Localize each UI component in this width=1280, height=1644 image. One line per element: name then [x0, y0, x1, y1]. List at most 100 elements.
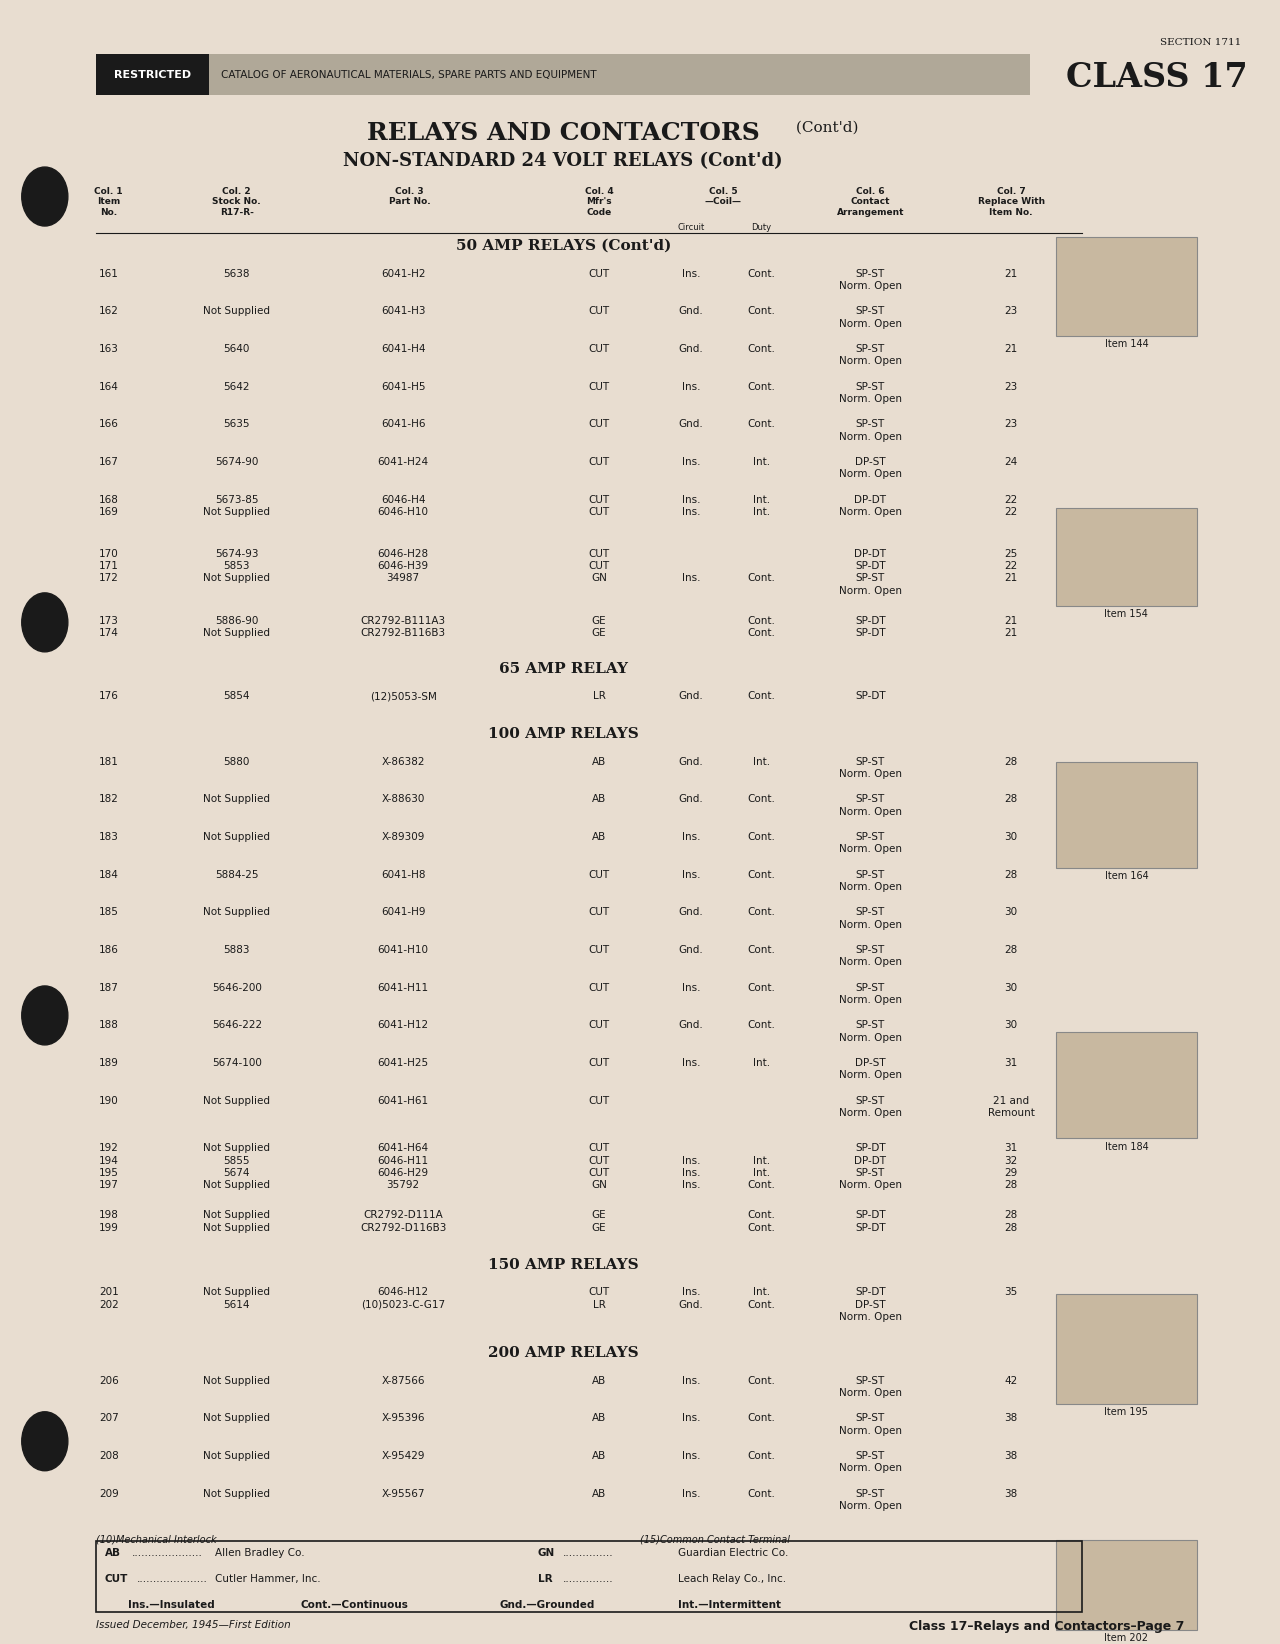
Text: 187: 187 [99, 983, 119, 993]
Text: Cont.: Cont. [748, 268, 776, 278]
Text: SP-ST
Norm. Open: SP-ST Norm. Open [838, 1489, 902, 1511]
Text: Circuit: Circuit [677, 222, 705, 232]
Text: 28: 28 [1005, 870, 1018, 880]
Text: Not Supplied: Not Supplied [204, 1489, 270, 1499]
Text: 208: 208 [99, 1452, 119, 1462]
Text: 23: 23 [1005, 306, 1018, 316]
Text: Cont.: Cont. [748, 1452, 776, 1462]
Text: DP-DT
SP-DT
SP-ST
Norm. Open: DP-DT SP-DT SP-ST Norm. Open [838, 549, 902, 595]
Text: .....................: ..................... [132, 1547, 202, 1559]
Text: Int.: Int. [753, 1059, 771, 1069]
Text: Gnd.: Gnd. [678, 344, 704, 353]
Text: NON-STANDARD 24 VOLT RELAYS (Cont'd): NON-STANDARD 24 VOLT RELAYS (Cont'd) [343, 153, 783, 171]
Text: 176: 176 [99, 690, 119, 700]
Text: 5880: 5880 [224, 756, 250, 766]
Text: Ins.: Ins. [682, 268, 700, 278]
Text: CUT: CUT [589, 306, 609, 316]
Text: 5646-222: 5646-222 [211, 1021, 262, 1031]
Text: Ins.: Ins. [682, 1414, 700, 1424]
Text: 6041-H64
6046-H11
6046-H29
35792: 6041-H64 6046-H11 6046-H29 35792 [378, 1143, 429, 1190]
Text: 5642: 5642 [224, 381, 250, 391]
Circle shape [22, 168, 68, 225]
Text: GE
GE: GE GE [591, 616, 607, 638]
Text: Gnd.: Gnd. [678, 794, 704, 804]
Text: Int.
Int.
Cont.: Int. Int. Cont. [748, 1143, 776, 1190]
Text: Guardian Electric Co.: Guardian Electric Co. [678, 1547, 788, 1559]
Text: Col. 7
Replace With
Item No.: Col. 7 Replace With Item No. [978, 187, 1044, 217]
Text: Col. 6
Contact
Arrangement: Col. 6 Contact Arrangement [837, 187, 904, 217]
Text: 6041-H4: 6041-H4 [381, 344, 425, 353]
Text: 22
22: 22 22 [1005, 495, 1018, 516]
Text: 35: 35 [1005, 1287, 1018, 1310]
Text: Ins.: Ins. [682, 1376, 700, 1386]
FancyBboxPatch shape [96, 54, 209, 95]
Text: Col. 5
—Coil—: Col. 5 —Coil— [705, 187, 741, 206]
Text: Cont.: Cont. [748, 832, 776, 842]
Text: CUT
LR: CUT LR [589, 1287, 609, 1310]
Text: 5854: 5854 [224, 690, 250, 700]
Text: Gnd.: Gnd. [678, 945, 704, 955]
Text: ...............: ............... [563, 1547, 614, 1559]
Text: Ins.: Ins. [682, 1059, 700, 1069]
Text: 5674-90: 5674-90 [215, 457, 259, 467]
Text: (Cont'd): (Cont'd) [791, 120, 859, 135]
Text: 21
21: 21 21 [1005, 616, 1018, 638]
Text: 30: 30 [1005, 832, 1018, 842]
Text: Col. 2
Stock No.
R17-R-: Col. 2 Stock No. R17-R- [212, 187, 261, 217]
Text: 6041-H9: 6041-H9 [381, 907, 425, 917]
Text: 6041-H3: 6041-H3 [381, 306, 425, 316]
Text: Not Supplied: Not Supplied [204, 794, 270, 804]
Text: Cont.: Cont. [748, 907, 776, 917]
Text: 21: 21 [1005, 268, 1018, 278]
Text: CATALOG OF AERONAUTICAL MATERIALS, SPARE PARTS AND EQUIPMENT: CATALOG OF AERONAUTICAL MATERIALS, SPARE… [221, 69, 596, 79]
Text: Ins.
Gnd.: Ins. Gnd. [678, 1287, 704, 1310]
Text: Int.: Int. [753, 457, 771, 467]
Text: SP-ST
Norm. Open: SP-ST Norm. Open [838, 870, 902, 893]
Text: 164: 164 [99, 381, 119, 391]
Text: Ins.: Ins. [682, 457, 700, 467]
Text: 30: 30 [1005, 907, 1018, 917]
Text: 201
202: 201 202 [99, 1287, 119, 1310]
Text: Ins.: Ins. [682, 1489, 700, 1499]
Text: DP-ST
Norm. Open: DP-ST Norm. Open [838, 457, 902, 480]
Text: AB: AB [591, 832, 607, 842]
Text: Cont.: Cont. [748, 1021, 776, 1031]
Text: 6041-H10: 6041-H10 [378, 945, 429, 955]
Text: 30: 30 [1005, 1021, 1018, 1031]
Text: 6041-H12: 6041-H12 [378, 1021, 429, 1031]
Text: 166: 166 [99, 419, 119, 429]
Text: LR: LR [538, 1573, 552, 1583]
Text: Ins.
Ins.
Ins.: Ins. Ins. Ins. [682, 1143, 700, 1190]
Text: 5673-85
Not Supplied: 5673-85 Not Supplied [204, 495, 270, 516]
Text: 50 AMP RELAYS (Cont'd): 50 AMP RELAYS (Cont'd) [456, 238, 671, 253]
Text: 167: 167 [99, 457, 119, 467]
Text: 163: 163 [99, 344, 119, 353]
Text: Not Supplied
5855
5674
Not Supplied: Not Supplied 5855 5674 Not Supplied [204, 1143, 270, 1190]
Text: X-95396: X-95396 [381, 1414, 425, 1424]
Text: 181: 181 [99, 756, 119, 766]
Text: 5886-90
Not Supplied: 5886-90 Not Supplied [204, 616, 270, 638]
Text: SP-ST
Norm. Open: SP-ST Norm. Open [838, 268, 902, 291]
Text: X-86382: X-86382 [381, 756, 425, 766]
Text: 185: 185 [99, 907, 119, 917]
Text: 6041-H2: 6041-H2 [381, 268, 425, 278]
Text: 28: 28 [1005, 945, 1018, 955]
Text: CUT: CUT [589, 457, 609, 467]
Text: X-89309: X-89309 [381, 832, 425, 842]
Text: Class 17–Relays and Contactors–Page 7: Class 17–Relays and Contactors–Page 7 [909, 1619, 1184, 1632]
Text: Cont.
Cont.: Cont. Cont. [748, 1210, 776, 1233]
Text: Cont.: Cont. [748, 344, 776, 353]
Text: Cont.: Cont. [748, 549, 776, 584]
Text: AB: AB [591, 1376, 607, 1386]
Text: Ins.: Ins. [682, 381, 700, 391]
Text: SP-ST
Norm. Open: SP-ST Norm. Open [838, 1021, 902, 1042]
Text: CUT: CUT [589, 268, 609, 278]
Text: 6041-H5: 6041-H5 [381, 381, 425, 391]
Text: 30: 30 [1005, 983, 1018, 993]
Text: 28: 28 [1005, 756, 1018, 766]
Text: 5674-100: 5674-100 [212, 1059, 261, 1069]
Text: (12)5053-SM: (12)5053-SM [370, 690, 436, 700]
Text: CUT
CUT: CUT CUT [589, 495, 609, 516]
Text: Item 144: Item 144 [1105, 339, 1148, 349]
Text: 6041-H61: 6041-H61 [378, 1095, 429, 1106]
